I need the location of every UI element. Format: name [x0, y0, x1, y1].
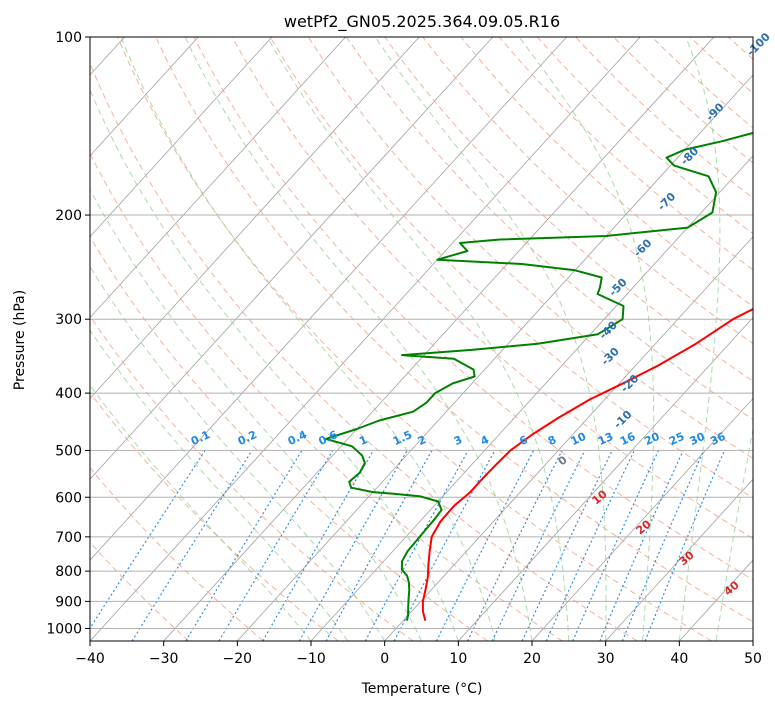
mixing-ratio-line: [325, 450, 433, 641]
x-tick-label: 40: [670, 651, 688, 667]
x-axis-ticks: −40 −30 −20 −10 0 10 20 30 40 50: [75, 641, 762, 667]
mixing-ratio-label: 36: [708, 430, 728, 448]
mixing-ratio-line: [467, 450, 563, 641]
mixing-ratio-line: [90, 450, 206, 630]
x-tick-label: 30: [597, 651, 615, 667]
moist-adiabat-line: [184, 37, 533, 641]
mixing-ratio-line: [545, 450, 635, 641]
isotherm-line: [90, 37, 346, 319]
isotherm-line: [90, 37, 420, 400]
x-tick-label: −30: [149, 651, 179, 667]
dry-adiabat-line: [269, 37, 753, 499]
profile-series: [324, 131, 753, 621]
mixing-ratio-label: 25: [667, 430, 686, 448]
isotherm-line: [90, 37, 494, 480]
mixing-ratio-line: [185, 450, 303, 641]
y-tick-label: 200: [55, 208, 82, 224]
y-tick-label: 100: [55, 30, 82, 46]
y-tick-label: 500: [55, 443, 82, 459]
dry-adiabat-line: [346, 37, 753, 421]
temperature-profile-line: [421, 307, 753, 621]
isotherm-line: [90, 37, 641, 641]
chart-title: wetPf2_GN05.2025.364.09.05.R16: [284, 12, 560, 32]
isotherm-line: [458, 316, 753, 641]
y-axis-ticks: 1000 900 800 700 600 500 400 300 200 100: [46, 30, 90, 637]
moist-adiabat-line: [715, 426, 753, 641]
x-axis-label: Temperature (°C): [361, 681, 483, 697]
mixing-ratio-label: 30: [688, 430, 708, 448]
dry-adiabat-line: [193, 37, 753, 581]
dry-adiabat-line: [307, 37, 753, 460]
plot-frame: [89, 36, 754, 642]
moist-adiabat-line: [120, 37, 496, 641]
pressure-gridlines: [90, 37, 753, 629]
y-tick-label: 800: [55, 564, 82, 580]
dewpoint-profile-line: [324, 131, 753, 621]
y-tick-label: 600: [55, 490, 82, 506]
isotherm-line: [605, 478, 753, 641]
mixing-ratio-line: [218, 450, 334, 641]
x-tick-label: 10: [449, 651, 467, 667]
x-tick-label: 50: [744, 651, 762, 667]
mixing-ratio-label: 13: [596, 430, 615, 448]
mixing-ratio-line: [491, 450, 586, 641]
mixing-ratio-line: [131, 450, 253, 641]
dry-adiabat-line: [90, 152, 563, 641]
y-tick-label: 1000: [46, 621, 82, 637]
y-tick-label: 400: [55, 386, 82, 402]
mixing-ratio-line: [644, 450, 726, 641]
moist-adiabat-line: [374, 37, 607, 641]
x-tick-label: −20: [223, 651, 253, 667]
mixing-ratio-label: 20: [642, 430, 662, 448]
background-lines: [90, 37, 753, 641]
x-tick-label: 0: [380, 651, 389, 667]
dry-adiabat-line: [231, 37, 753, 540]
y-axis-label: Pressure (hPa): [12, 290, 28, 390]
isotherm-line: [90, 37, 567, 561]
isotherm-line: [163, 37, 715, 641]
x-tick-label: −40: [75, 651, 105, 667]
mixing-ratio-line: [521, 450, 613, 641]
mixing-ratio-line: [435, 450, 535, 641]
dry-adiabat-line: [90, 541, 190, 641]
moist-adiabat-line: [90, 88, 459, 641]
isotherm-line: [90, 37, 199, 157]
mixing-ratio-label: 16: [618, 430, 638, 448]
moist-adiabat-line: [90, 265, 386, 641]
moist-adiabat-line: [266, 37, 570, 641]
y-tick-label: 700: [55, 530, 82, 546]
moist-adiabat-line: [90, 188, 422, 641]
isotherm-line: [237, 74, 753, 641]
dry-adiabat-line: [90, 467, 264, 641]
y-tick-label: 900: [55, 594, 82, 610]
isotherm-line: [531, 397, 753, 641]
moist-adiabat-line: [90, 384, 312, 641]
x-tick-label: 20: [523, 651, 541, 667]
mixing-ratio-label: 10: [569, 430, 589, 448]
moist-adiabat-line: [678, 37, 721, 641]
dry-adiabat-line: [90, 235, 488, 641]
x-tick-label: −10: [296, 651, 326, 667]
dry-adiabat-line: [117, 37, 712, 641]
mixing-ratio-line: [364, 450, 469, 641]
moist-adiabat-line: [518, 37, 655, 641]
isotherm-line: [384, 236, 753, 641]
y-tick-label: 300: [55, 312, 82, 328]
dry-adiabat-line: [90, 62, 638, 641]
dry-adiabat-line: [155, 37, 753, 623]
moist-adiabat-line: [90, 329, 349, 641]
isotherm-line: [90, 37, 273, 238]
